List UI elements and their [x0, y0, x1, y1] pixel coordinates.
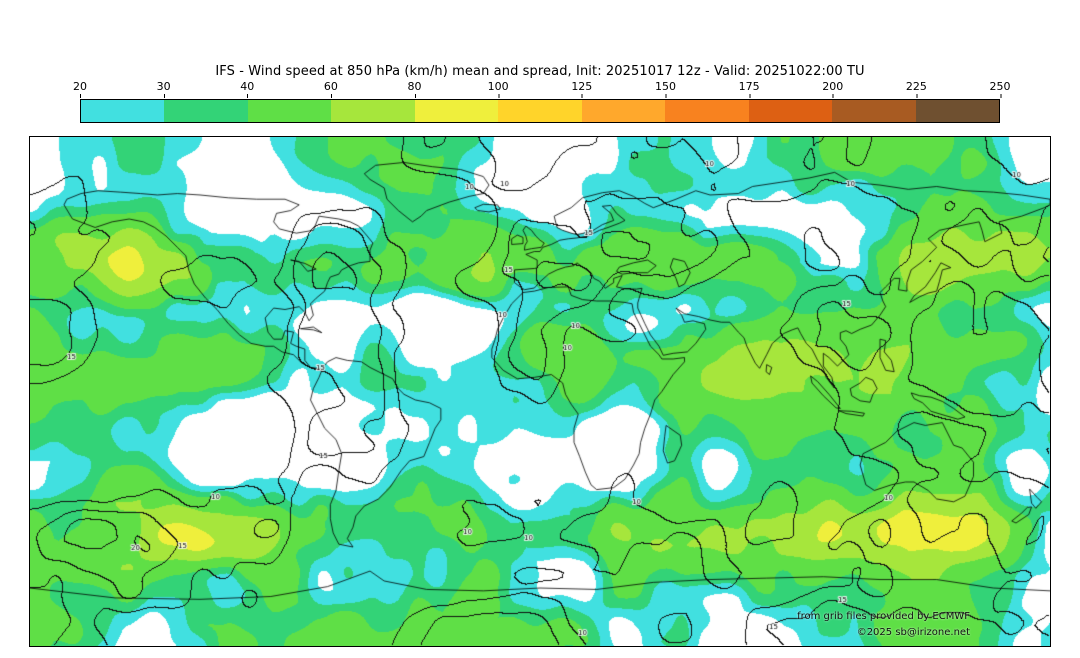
colorbar-segment: [748, 100, 833, 122]
colorbar-segment: [164, 100, 248, 122]
colorbar-segment: [915, 100, 999, 122]
attribution-copyright: ©2025 sb@irizone.net: [856, 627, 970, 638]
colorbar-tick-label: 225: [905, 80, 927, 98]
colorbar-tick-label: 250: [989, 80, 1011, 98]
colorbar-segment: [81, 100, 165, 122]
colorbar-tick-labels: 20 30 40 60 80 100 125 150 175 200 225 2…: [73, 80, 1011, 98]
colorbar-tick-label: 40: [240, 80, 255, 98]
colorbar-tick-label: 125: [571, 80, 593, 98]
colorbar-segment: [665, 100, 749, 122]
attribution-ecmwf: from grib files provided by ECMWF: [797, 611, 970, 622]
colorbar-tick-label: 150: [654, 80, 676, 98]
colorbar-tick-label: 100: [487, 80, 509, 98]
colorbar-tick-label: 80: [407, 80, 422, 98]
colorbar-segment: [581, 100, 666, 122]
colorbar-segment: [331, 100, 415, 122]
map-panel: from grib files provided by ECMWF ©2025 …: [29, 136, 1051, 647]
colorbar-segment: [414, 100, 499, 122]
colorbar-tick-label: 60: [323, 80, 338, 98]
colorbar-segment: [832, 100, 916, 122]
colorbar: [80, 99, 1000, 123]
colorbar-tick-label: 20: [73, 80, 87, 98]
colorbar-tick-label: 30: [156, 80, 171, 98]
colorbar-segment: [498, 100, 582, 122]
chart-title: IFS - Wind speed at 850 hPa (km/h) mean …: [215, 64, 865, 79]
colorbar-tick-label: 175: [738, 80, 760, 98]
colorbar-segment: [247, 100, 332, 122]
wind-field-canvas: [30, 137, 1050, 646]
colorbar-tick-label: 200: [822, 80, 844, 98]
